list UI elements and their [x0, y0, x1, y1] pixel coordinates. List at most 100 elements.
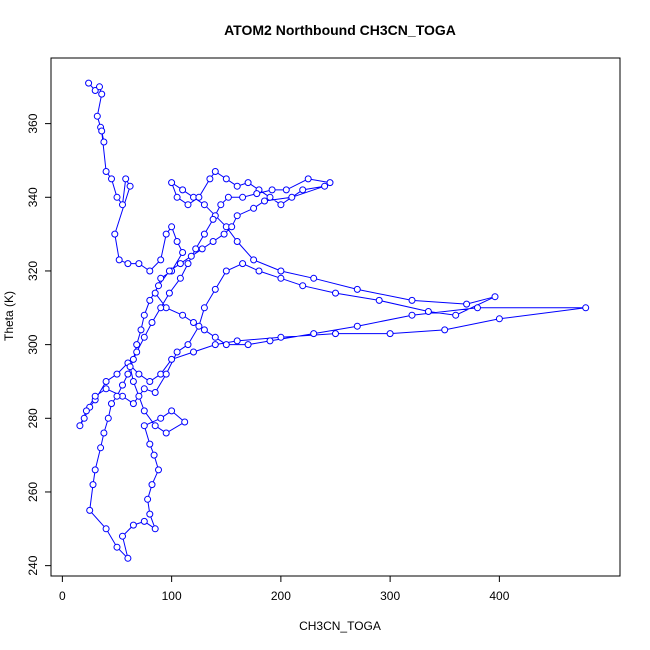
data-point: [321, 182, 329, 190]
data-point: [195, 193, 203, 201]
data-point: [268, 186, 276, 194]
data-point: [463, 300, 471, 308]
data-point: [146, 440, 154, 448]
data-point: [102, 525, 110, 533]
x-tick-label: 400: [489, 589, 509, 603]
data-point: [98, 90, 106, 98]
data-point: [190, 348, 197, 356]
data-point: [157, 414, 165, 422]
data-point: [148, 481, 156, 489]
data-point: [119, 201, 126, 209]
data-point: [181, 418, 189, 426]
data-point: [211, 168, 219, 175]
data-point: [244, 341, 252, 349]
data-point: [173, 193, 181, 201]
data-point: [239, 260, 247, 268]
data-point: [233, 212, 241, 220]
data-point: [98, 127, 106, 135]
data-point: [184, 201, 192, 209]
data-point: [157, 304, 165, 312]
data-point: [224, 193, 232, 201]
data-point: [104, 414, 112, 422]
data-point: [176, 260, 184, 268]
data-point: [151, 389, 159, 396]
data-point: [217, 201, 225, 209]
data-point: [93, 112, 101, 120]
data-point: [113, 370, 121, 378]
data-point: [168, 355, 176, 363]
data-point: [111, 230, 119, 238]
data-point: [151, 289, 159, 297]
data-point: [102, 385, 110, 393]
data-point: [353, 285, 361, 293]
data-point: [209, 238, 217, 245]
data-point: [124, 260, 132, 268]
data-point: [91, 87, 99, 94]
data-point: [424, 308, 432, 315]
data-point: [168, 223, 176, 231]
data-point: [146, 267, 154, 275]
data-point: [122, 175, 130, 183]
data-point: [140, 422, 148, 430]
data-point: [277, 333, 285, 341]
data-point: [495, 315, 503, 323]
data-point: [255, 267, 263, 275]
data-point: [184, 341, 192, 349]
data-point: [198, 245, 206, 253]
data-point: [266, 337, 274, 345]
data-point: [126, 363, 134, 371]
data-point: [162, 230, 170, 238]
data-point: [148, 319, 156, 326]
data-point: [452, 311, 460, 319]
data-point: [261, 197, 268, 205]
y-tick-label: 340: [26, 187, 40, 207]
x-axis-label: CH3CN_TOGA: [299, 619, 381, 633]
data-point: [386, 330, 394, 338]
data-point: [155, 282, 162, 290]
data-point: [222, 267, 230, 275]
data-point: [80, 414, 88, 422]
data-point: [97, 444, 105, 452]
data-point: [299, 282, 307, 290]
y-tick-label: 260: [26, 482, 40, 502]
data-point: [310, 274, 318, 282]
data-point: [582, 304, 590, 312]
data-point: [211, 285, 219, 293]
plot-frame: [50, 57, 621, 577]
data-point: [190, 319, 197, 326]
data-point: [375, 296, 383, 304]
data-point: [91, 466, 99, 474]
data-point: [192, 245, 200, 253]
data-point: [179, 311, 187, 319]
x-axis: 0 100 200 300 400: [59, 575, 510, 603]
data-point: [146, 510, 154, 518]
data-point: [146, 296, 154, 304]
data-point: [129, 355, 137, 363]
data-point: [113, 392, 121, 400]
data-point: [157, 256, 165, 264]
data-point: [200, 326, 208, 334]
data-point: [200, 201, 208, 209]
data-point: [184, 260, 192, 268]
series-line: [79, 82, 586, 560]
data-point: [82, 407, 90, 415]
data-point: [179, 249, 187, 256]
x-tick-label: 100: [162, 589, 182, 603]
data-point: [140, 385, 148, 393]
data-point: [253, 190, 261, 198]
x-tick-label: 200: [271, 589, 291, 603]
y-axis-label: Theta (K): [2, 291, 16, 341]
data-point: [220, 230, 228, 238]
data-point: [408, 311, 416, 319]
chart-title: ATOM2 Northbound CH3CN_TOGA: [224, 22, 456, 38]
data-point: [441, 326, 449, 334]
data-point: [299, 186, 307, 194]
data-point: [195, 322, 203, 330]
data-point: [140, 311, 148, 319]
data-point: [211, 341, 219, 349]
data-point: [91, 392, 99, 400]
data-point: [244, 179, 252, 187]
data-point: [176, 274, 184, 282]
data-point: [266, 193, 274, 201]
